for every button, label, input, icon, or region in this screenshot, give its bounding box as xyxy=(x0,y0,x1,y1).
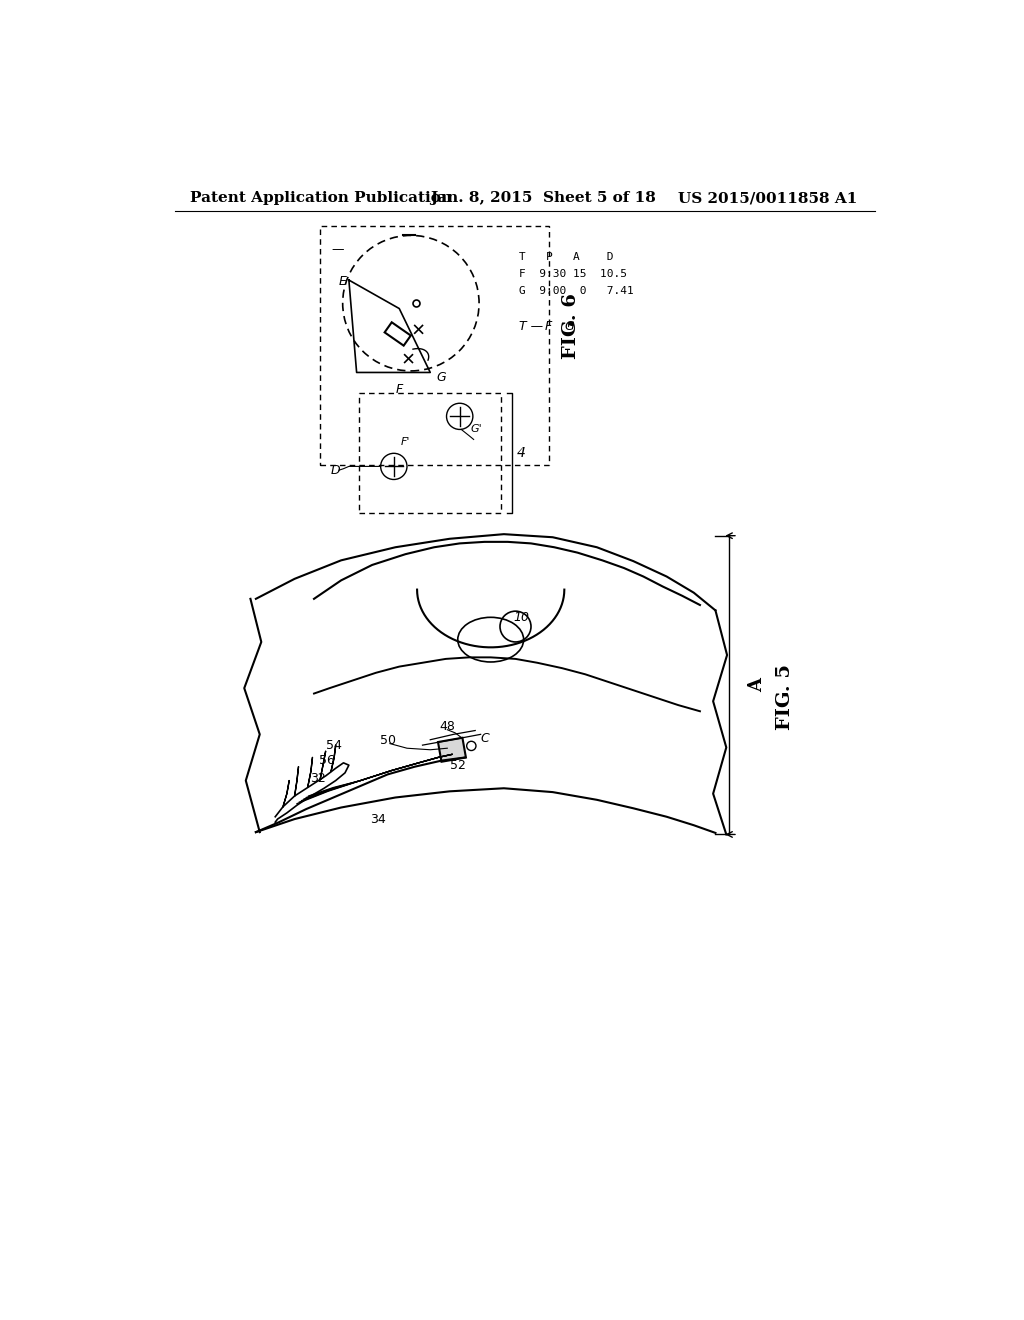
Text: F: F xyxy=(544,319,552,333)
Text: F': F' xyxy=(400,437,411,446)
Text: Sheet 5 of 18: Sheet 5 of 18 xyxy=(543,191,655,206)
Text: 34: 34 xyxy=(370,813,386,825)
Text: T   P   A    D: T P A D xyxy=(519,252,613,261)
Text: 52: 52 xyxy=(451,759,466,772)
Text: A: A xyxy=(748,678,766,692)
Text: —: — xyxy=(332,243,344,256)
Text: C: C xyxy=(480,731,489,744)
Text: 4: 4 xyxy=(516,446,525,459)
Text: G  9:00  0   7.41: G 9:00 0 7.41 xyxy=(519,286,634,296)
Text: FIG. 5: FIG. 5 xyxy=(776,664,795,730)
Text: F: F xyxy=(395,383,402,396)
Text: 32: 32 xyxy=(310,772,326,785)
Text: 50: 50 xyxy=(380,734,396,747)
Bar xyxy=(359,393,501,512)
Text: 54: 54 xyxy=(326,739,341,751)
Text: Patent Application Publication: Patent Application Publication xyxy=(190,191,452,206)
Text: E: E xyxy=(339,275,347,288)
Text: G: G xyxy=(564,319,573,333)
Text: D: D xyxy=(331,463,341,477)
Text: Jan. 8, 2015: Jan. 8, 2015 xyxy=(430,191,532,206)
Text: 48: 48 xyxy=(439,721,456,733)
Text: G: G xyxy=(436,371,446,384)
Text: US 2015/0011858 A1: US 2015/0011858 A1 xyxy=(678,191,858,206)
Text: F  9:30 15  10.5: F 9:30 15 10.5 xyxy=(519,269,628,279)
Text: 10: 10 xyxy=(513,611,529,624)
Text: T —: T — xyxy=(519,319,544,333)
Text: 56: 56 xyxy=(318,754,335,767)
Bar xyxy=(321,226,549,465)
Text: FIG. 6: FIG. 6 xyxy=(562,293,581,359)
Text: G': G' xyxy=(471,425,482,434)
Polygon shape xyxy=(438,738,466,762)
